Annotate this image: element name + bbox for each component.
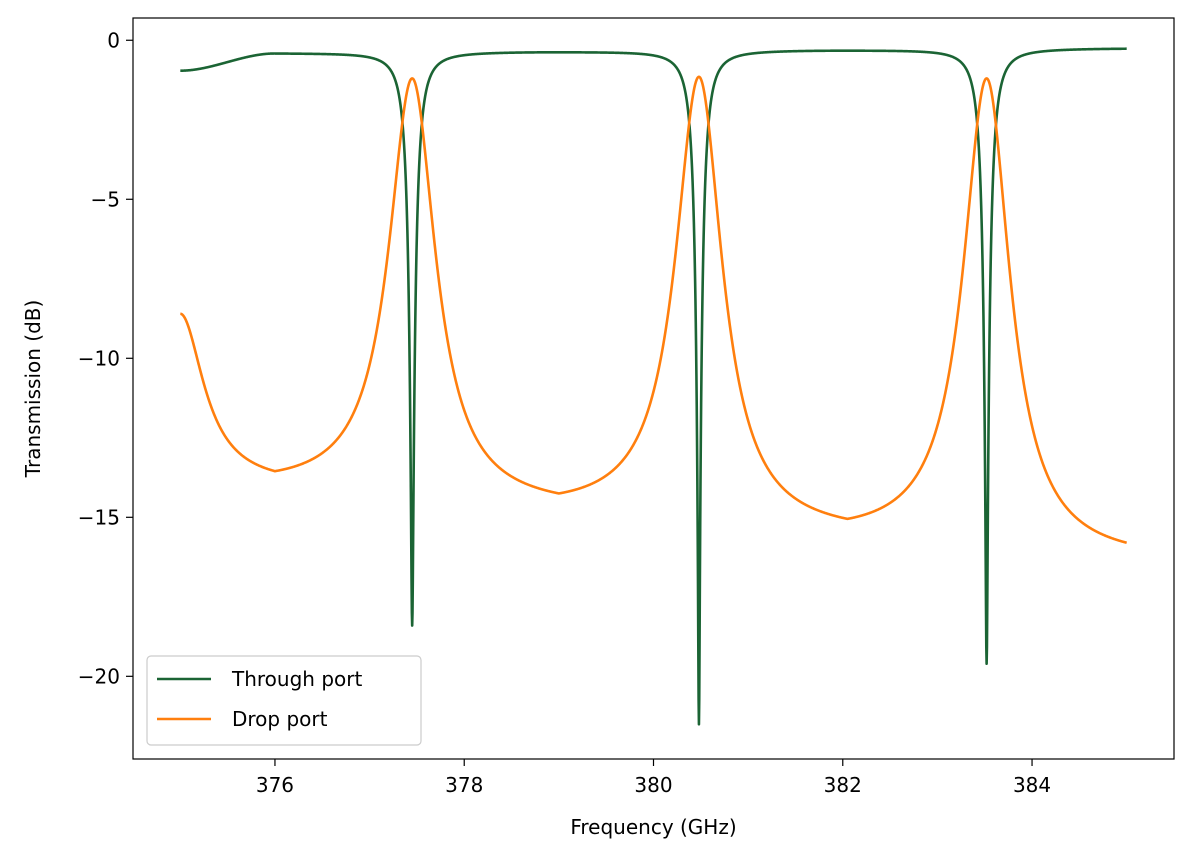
x-tick-label: 378: [445, 773, 483, 797]
x-tick-label: 382: [824, 773, 862, 797]
series-line-through-port: [179, 47, 1128, 726]
x-axis: 376 378 380 382 384: [256, 759, 1051, 797]
x-tick-label: 376: [256, 773, 294, 797]
series-line-drop-port: [179, 75, 1128, 544]
x-tick-label: 380: [634, 773, 672, 797]
y-tick-label: −15: [78, 505, 120, 529]
x-axis-label: Frequency (GHz): [570, 815, 736, 839]
legend-box: [146, 655, 422, 746]
legend-label: Drop port: [232, 707, 328, 731]
y-axis: 0 −5 −10 −15 −20: [78, 28, 133, 688]
legend: Through port Drop port: [146, 655, 422, 746]
y-axis-label: Transmission (dB): [21, 300, 45, 479]
y-tick-label: −10: [78, 346, 120, 370]
x-tick-label: 384: [1013, 773, 1051, 797]
y-tick-label: 0: [107, 28, 120, 52]
series-layer: [179, 47, 1128, 726]
y-tick-label: −20: [78, 664, 120, 688]
y-tick-label: −5: [91, 187, 120, 211]
legend-label: Through port: [231, 667, 362, 691]
